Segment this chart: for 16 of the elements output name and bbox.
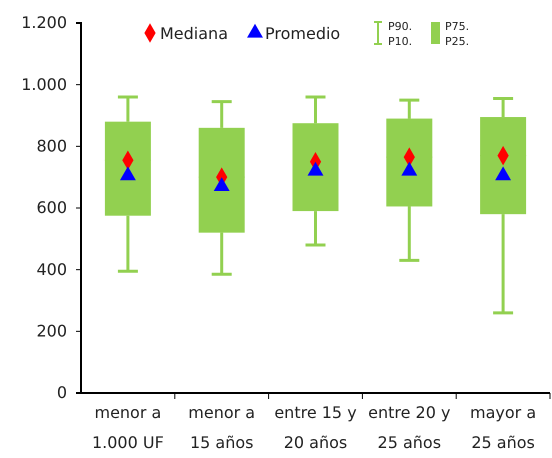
y-tick-label: 400 bbox=[36, 260, 67, 279]
annotation: P90. P10. bbox=[388, 20, 412, 48]
x-tick-label: entre 20 y 25 años bbox=[368, 403, 450, 452]
legend-label: Mediana bbox=[160, 24, 228, 43]
y-tick-label: 1.000 bbox=[21, 74, 67, 94]
legend-label: Promedio bbox=[265, 24, 340, 43]
y-tick-label: 200 bbox=[36, 321, 67, 340]
y-tick-label: 1.200 bbox=[21, 13, 67, 32]
y-tick-label: 0 bbox=[56, 383, 67, 402]
x-tick-label: menor a 15 años bbox=[188, 403, 256, 452]
x-tick-label: menor a 1.000 UF bbox=[92, 403, 164, 452]
y-tick-label: 600 bbox=[36, 198, 67, 218]
legend-label: P75. P25. bbox=[445, 20, 470, 48]
x-tick-label: entre 15 y 20 años bbox=[274, 403, 357, 452]
y-tick-label: 800 bbox=[36, 136, 67, 156]
x-tick-label: mayor a 25 años bbox=[470, 403, 536, 452]
